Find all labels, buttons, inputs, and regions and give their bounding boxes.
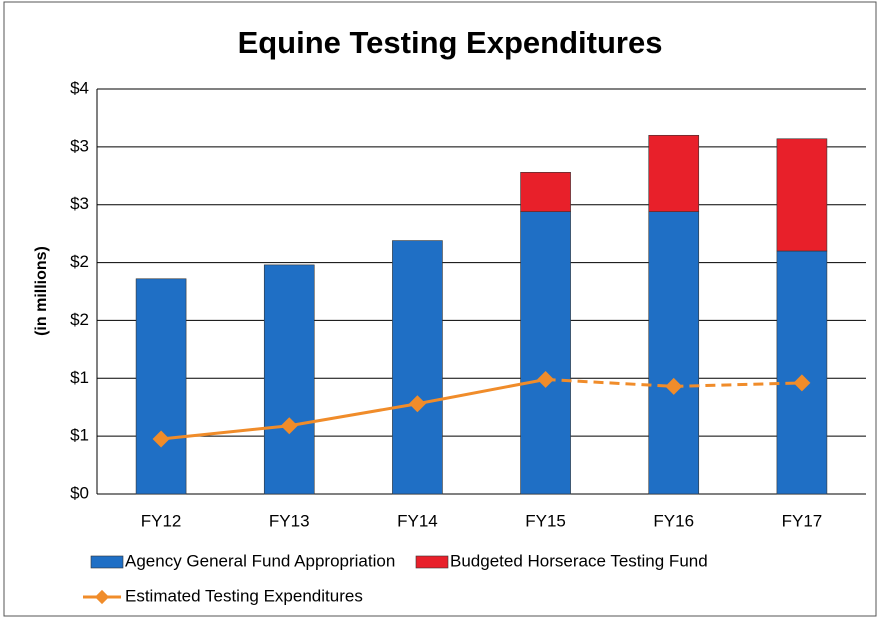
x-tick-label: FY14: [397, 511, 438, 530]
x-tick-label: FY16: [653, 511, 694, 530]
x-tick-label: FY15: [525, 511, 566, 530]
y-tick-label: $1: [70, 426, 89, 445]
bar: [648, 211, 700, 495]
line-marker: [665, 377, 683, 395]
bar: [263, 264, 315, 495]
bar: [776, 250, 828, 495]
line-marker: [408, 395, 426, 413]
line-marker: [793, 374, 811, 392]
line-marker: [152, 430, 170, 448]
y-tick-label: $3: [70, 136, 89, 155]
x-tick-label: FY17: [782, 511, 823, 530]
line-solid: [160, 377, 546, 441]
legend-swatch: [415, 555, 449, 569]
x-tick-label: FY12: [141, 511, 182, 530]
legend-label: Agency General Fund Appropriation: [125, 551, 395, 570]
line-marker: [537, 370, 555, 388]
bar: [776, 138, 828, 252]
bar: [520, 172, 571, 212]
bar: [648, 134, 700, 212]
y-tick-label: $2: [70, 252, 89, 271]
legend-marker: [94, 589, 110, 605]
y-tick-label: $3: [70, 194, 89, 213]
legend-label: Estimated Testing Expenditures: [125, 586, 363, 605]
frame: [3, 1, 877, 617]
y-tick-label: $0: [70, 483, 89, 502]
bar: [135, 278, 187, 495]
y-tick-label: $2: [70, 310, 89, 329]
bar: [520, 211, 571, 495]
y-axis-label: (in millions): [33, 246, 50, 336]
chart-title: Equine Testing Expenditures: [238, 25, 663, 60]
x-tick-label: FY13: [269, 511, 310, 530]
y-tick-label: $1: [70, 368, 89, 387]
bar: [392, 240, 443, 495]
legend-swatch: [90, 555, 124, 569]
y-tick-label: $4: [70, 78, 89, 97]
legend-label: Budgeted Horserace Testing Fund: [450, 551, 708, 570]
line-marker: [280, 417, 298, 435]
